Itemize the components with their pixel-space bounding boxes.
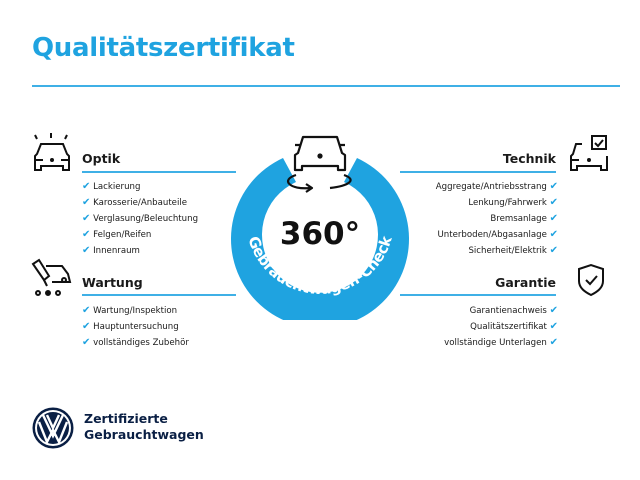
check-icon: ✔	[549, 213, 558, 224]
optik-list: ✔ Lackierung ✔ Karosserie/Anbauteile ✔ V…	[82, 179, 198, 259]
list-item: ✔ Innenraum	[82, 245, 140, 256]
check-icon: ✔	[549, 321, 558, 332]
garantie-list: Garantienachweis ✔ Qualitätszertifikat ✔…	[380, 303, 558, 351]
360-label: 360°	[280, 216, 360, 252]
footer-line2: Gebrauchtwagen	[84, 427, 204, 442]
check-icon: ✔	[549, 181, 558, 192]
360-check-graphic: 360° Gebrauchtwagen-Check	[231, 135, 409, 320]
list-item: Sicherheit/Elektrik ✔	[468, 245, 558, 256]
check-icon: ✔	[82, 213, 91, 224]
wartung-divider	[82, 294, 236, 296]
footer-line1: Zertifizierte	[84, 411, 168, 426]
title-divider	[32, 85, 620, 87]
list-item: ✔ Verglasung/Beleuchtung	[82, 213, 199, 224]
check-icon: ✔	[549, 305, 558, 316]
shield-check-icon	[578, 263, 604, 297]
check-icon: ✔	[82, 245, 91, 256]
list-item: ✔ Hauptuntersuchung	[82, 321, 179, 332]
check-icon: ✔	[82, 337, 91, 348]
list-item: Qualitätszertifikat ✔	[470, 321, 558, 332]
check-icon: ✔	[82, 305, 91, 316]
list-item: ✔ Karosserie/Anbauteile	[82, 197, 188, 208]
car-lights-icon	[34, 133, 70, 171]
list-item: Bremsanlage ✔	[490, 213, 558, 224]
technik-heading: Technik	[502, 151, 556, 166]
list-item: ✔ Wartung/Inspektion	[82, 305, 178, 316]
check-icon: ✔	[549, 245, 558, 256]
ring	[231, 158, 409, 320]
check-icon: ✔	[82, 229, 91, 240]
technik-divider	[400, 171, 556, 173]
list-item: vollständige Unterlagen ✔	[444, 337, 558, 348]
check-icon: ✔	[549, 229, 558, 240]
list-item: Lenkung/Fahrwerk ✔	[468, 197, 558, 208]
garantie-heading: Garantie	[495, 275, 556, 290]
footer-brand-text: Zertifizierte Gebrauchtwagen	[84, 411, 204, 443]
list-item: ✔ Lackierung	[82, 181, 141, 192]
optik-heading: Optik	[82, 151, 121, 166]
check-icon: ✔	[549, 197, 558, 208]
list-item: ✔ Felgen/Reifen	[82, 229, 152, 240]
check-icon: ✔	[549, 337, 558, 348]
wartung-list: ✔ Wartung/Inspektion ✔ Hauptuntersuchung…	[82, 303, 189, 351]
check-icon: ✔	[82, 181, 91, 192]
list-item: Garantienachweis ✔	[469, 305, 558, 316]
page-title: Qualitätszertifikat	[32, 33, 295, 63]
service-car-icon	[31, 258, 72, 296]
wartung-heading: Wartung	[82, 275, 143, 290]
car-rotate-icon	[287, 135, 352, 193]
check-icon: ✔	[82, 197, 91, 208]
garantie-divider	[400, 294, 556, 296]
optik-divider	[82, 171, 236, 173]
list-item: Unterboden/Abgasanlage ✔	[437, 229, 559, 240]
technik-list: Aggregate/Antriebsstrang ✔ Lenkung/Fahrw…	[380, 179, 558, 259]
check-icon: ✔	[82, 321, 91, 332]
list-item: Aggregate/Antriebsstrang ✔	[435, 181, 558, 192]
vw-logo	[32, 407, 74, 449]
car-checkbox-icon	[570, 135, 608, 171]
list-item: ✔ vollständiges Zubehör	[82, 337, 189, 348]
